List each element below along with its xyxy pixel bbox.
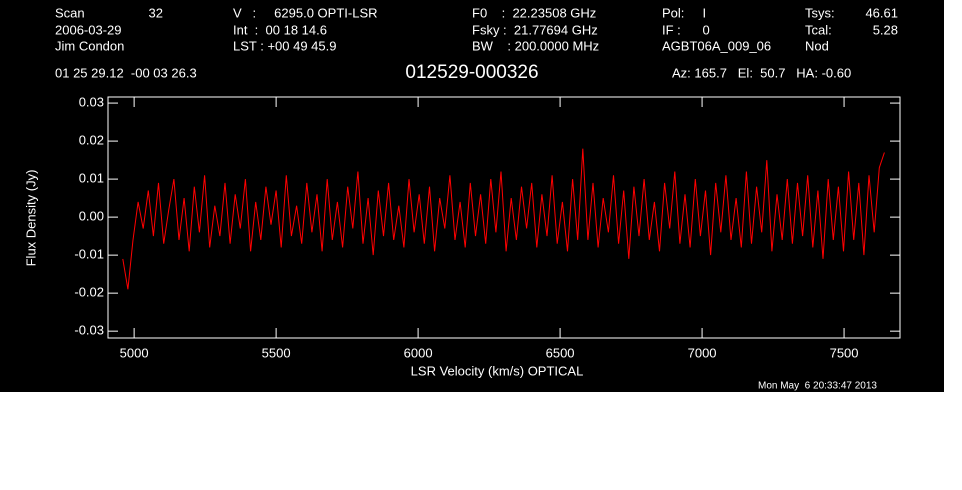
x-tick-label: 7000	[688, 345, 717, 360]
y-tick-label: -0.01	[74, 247, 104, 262]
annotation: IF : 0	[662, 22, 710, 37]
annotation: AGBT06A_009_06	[662, 38, 771, 53]
annotation: 01 25 29.12 -00 03 26.3	[55, 65, 197, 80]
y-tick-label: -0.03	[74, 323, 104, 338]
spectrum-line	[122, 148, 885, 290]
x-tick-label: 5000	[120, 345, 149, 360]
annotation: F0 : 22.23508 GHz	[472, 5, 596, 20]
annotation: Jim Condon	[55, 38, 124, 53]
annotation: Nod	[805, 38, 829, 53]
annotation: Int : 00 18 14.6	[233, 22, 327, 37]
annotation: 46.61	[865, 5, 898, 20]
annotation: 2006-03-29	[55, 22, 122, 37]
annotation: Tcal:	[805, 22, 832, 37]
x-axis-label: LSR Velocity (km/s) OPTICAL	[411, 363, 584, 378]
y-tick-label: 0.00	[79, 209, 104, 224]
y-tick-label: -0.02	[74, 285, 104, 300]
annotation: Scan	[55, 5, 85, 20]
annotation: Az: 165.7 El: 50.7 HA: -0.60	[672, 65, 851, 80]
annotation: 32	[149, 5, 163, 20]
x-tick-label: 5500	[262, 345, 291, 360]
annotation: Mon May 6 20:33:47 2013	[758, 381, 877, 392]
annotation: V : 6295.0 OPTI-LSR	[233, 5, 378, 20]
x-tick-label: 6000	[404, 345, 433, 360]
y-axis-label: Flux Density (Jy)	[23, 170, 38, 267]
y-tick-label: 0.03	[79, 95, 104, 110]
y-tick-label: 0.01	[79, 171, 104, 186]
x-tick-label: 6500	[546, 345, 575, 360]
annotation: 5.28	[873, 22, 898, 37]
annotation: Fsky : 21.77694 GHz	[472, 22, 598, 37]
annotation: Tsys:	[805, 5, 835, 20]
chart-title: 012529-000326	[405, 62, 538, 83]
y-tick-label: 0.02	[79, 133, 104, 148]
x-tick-label: 7500	[830, 345, 859, 360]
annotation: Pol: I	[662, 5, 706, 20]
annotation: BW : 200.0000 MHz	[472, 38, 599, 53]
annotation: LST : +00 49 45.9	[233, 38, 336, 53]
